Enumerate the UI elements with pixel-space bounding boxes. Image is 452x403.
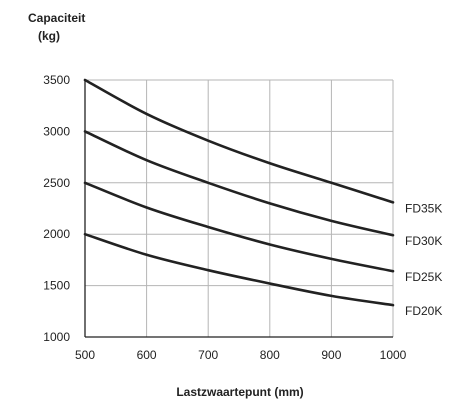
x-tick-labels: 500 600 700 800 900 1000 [75,348,407,362]
x-tick-label: 900 [321,348,341,362]
series-label-fd20k: FD20K [405,304,442,318]
y-tick-label: 1500 [43,279,70,293]
series-line-fd20k [83,232,395,307]
y-tick-label: 2500 [43,176,70,190]
grid [85,79,394,337]
y-tick-label: 3000 [43,124,70,138]
y-tick-label: 2000 [43,227,70,241]
x-axis-label: Lastzwaartepunt (mm) [176,385,303,399]
series-label-fd25k: FD25K [405,270,442,284]
x-tick-label: 500 [75,348,95,362]
x-tick-label: 700 [198,348,218,362]
series-labels: FD35K FD30K FD25K FD20K [405,201,442,318]
series-line-fd30k [83,130,395,237]
x-tick-label: 600 [137,348,157,362]
series-label-fd35k: FD35K [405,201,442,215]
y-tick-label: 3500 [43,73,70,87]
series-line-fd25k [83,181,395,273]
x-tick-label: 800 [260,348,280,362]
series-line-fd35k [83,78,395,204]
y-tick-label: 1000 [43,330,70,344]
y-tick-labels: 1000 1500 2000 2500 3000 3500 [43,73,70,344]
x-tick-label: 1000 [380,348,407,362]
y-axis-label-line-1: Capaciteit [28,11,85,25]
axes [84,80,393,338]
y-axis-label-line-2: (kg) [38,29,60,43]
series-label-fd30k: FD30K [405,234,442,248]
series-lines [83,78,395,307]
